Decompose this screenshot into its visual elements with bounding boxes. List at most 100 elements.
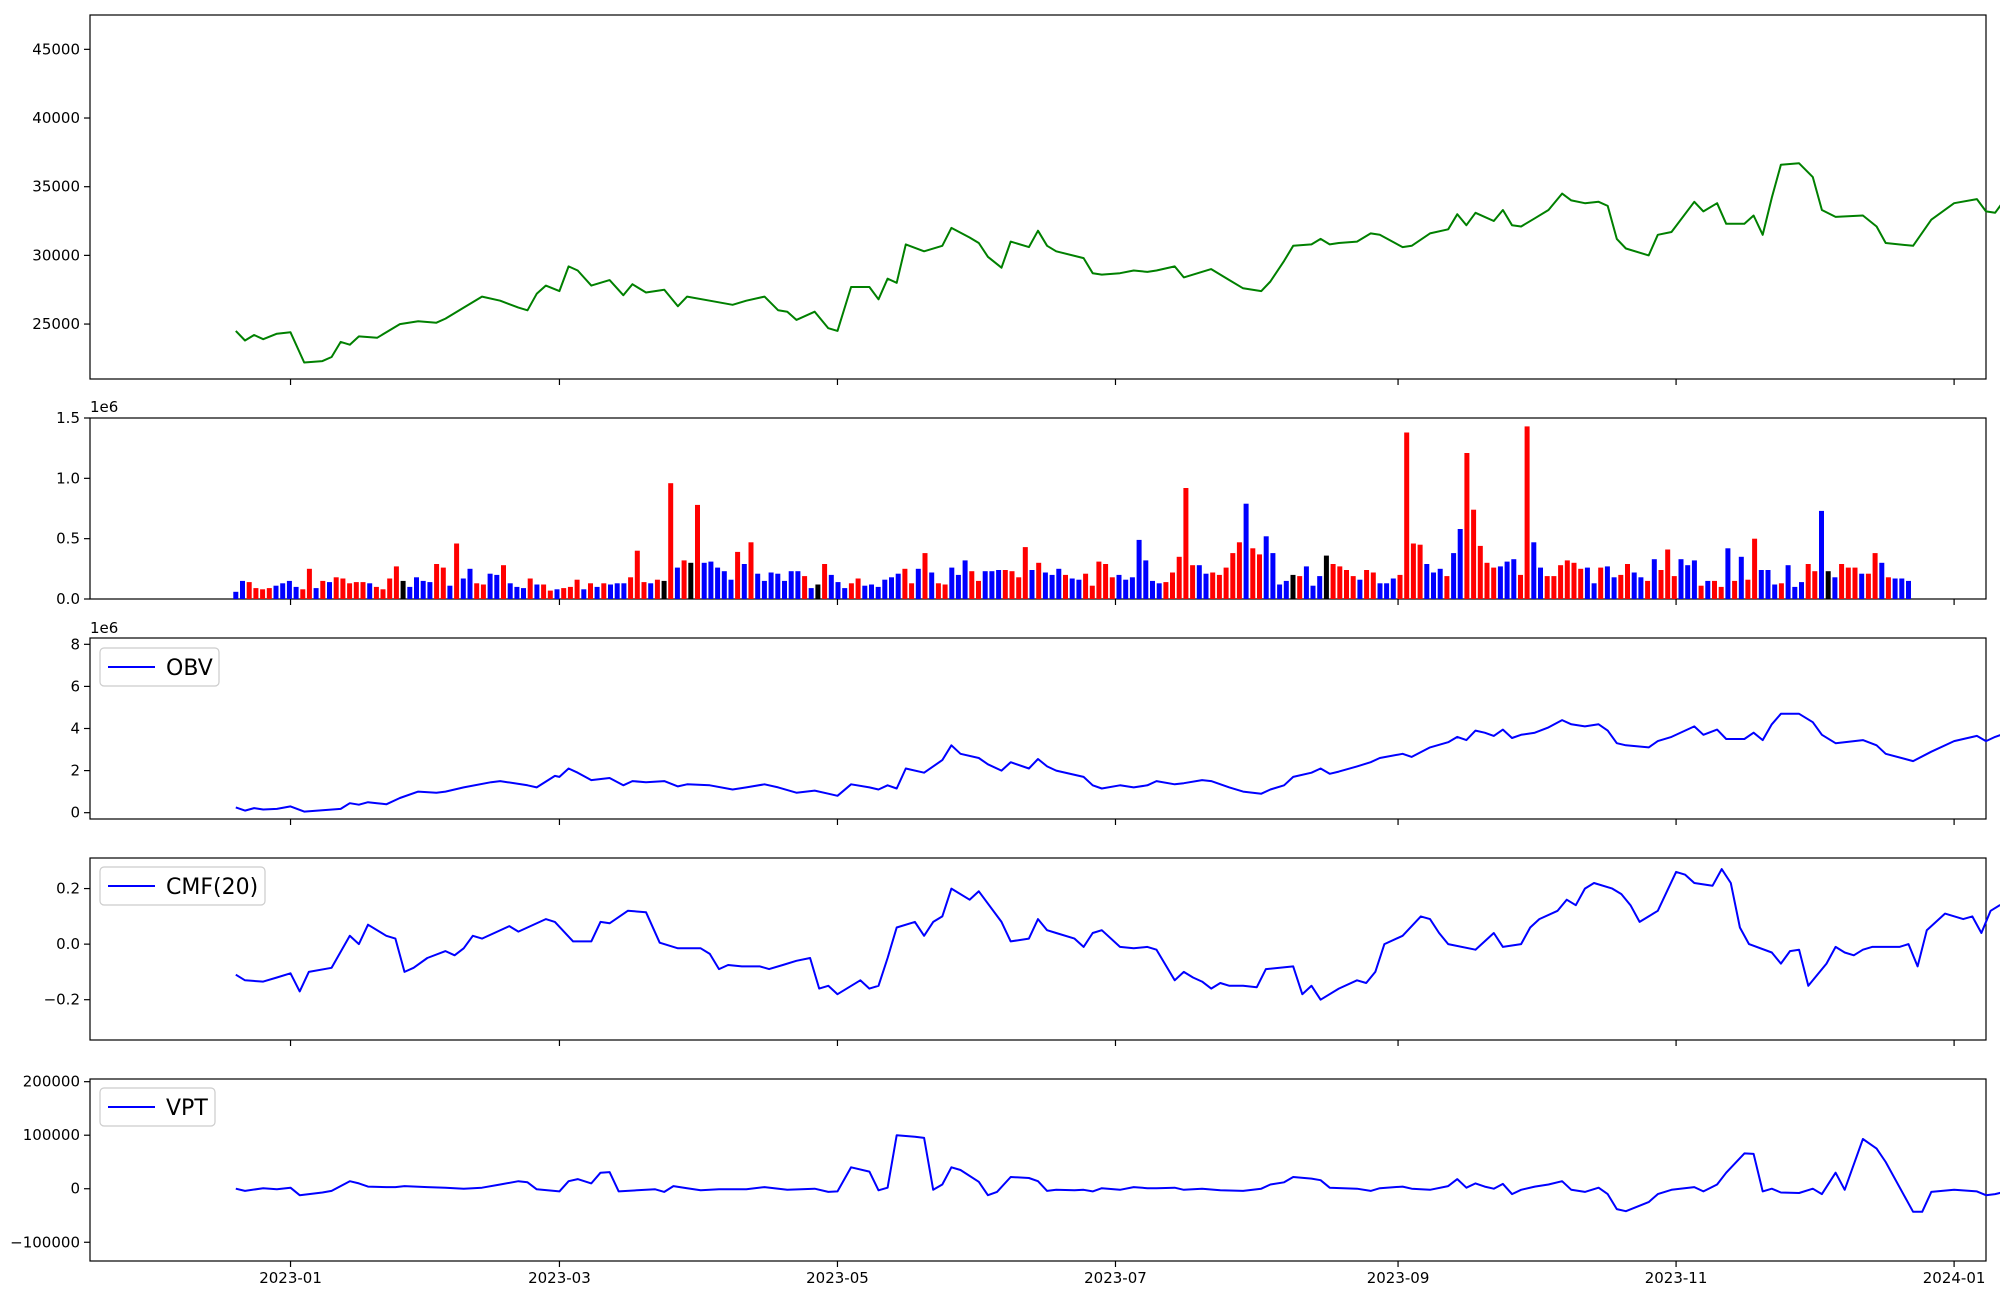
volume-bar <box>1618 574 1624 599</box>
volume-bar <box>1283 580 1289 599</box>
volume-bar <box>775 573 781 599</box>
volume-bar <box>855 578 861 599</box>
price-plot <box>235 162 2000 364</box>
obv-legend: OBV <box>99 647 220 687</box>
obv-y-tick-label: 2 <box>70 762 80 780</box>
volume-bar <box>996 570 1002 599</box>
cmf-legend-label: CMF(20) <box>166 875 258 900</box>
volume-bar <box>1270 553 1276 599</box>
volume-bar <box>1203 573 1209 599</box>
volume-bar <box>1056 568 1062 599</box>
volume-bar <box>1758 570 1764 599</box>
volume-bar <box>1156 583 1162 599</box>
volume-bar <box>1845 567 1851 599</box>
volume-bar <box>1424 564 1430 599</box>
volume-bar <box>1578 568 1584 599</box>
volume-bar <box>454 543 460 599</box>
x-tick-label: 2023-01 <box>259 1269 322 1287</box>
volume-bar <box>1872 553 1878 599</box>
volume-bar <box>1116 574 1122 599</box>
volume-offset-label: 1e6 <box>90 398 118 416</box>
cmf-plot <box>235 868 2000 1001</box>
volume-bar <box>340 578 346 599</box>
volume-bar <box>1906 580 1911 599</box>
volume-bar <box>480 584 486 599</box>
volume-bar <box>594 586 600 599</box>
volume-bar <box>668 483 674 599</box>
volume-bar <box>909 583 915 599</box>
volume-y-tick-label: 0.5 <box>56 530 80 548</box>
volume-bar <box>681 560 687 599</box>
volume-bar <box>1484 562 1490 599</box>
volume-bar <box>427 582 433 599</box>
volume-bar <box>1544 576 1550 599</box>
volume-bar <box>1036 562 1042 599</box>
volume-bar <box>1069 578 1075 599</box>
volume-bar <box>554 589 560 599</box>
vpt-y-ticks: −100000 0 100000 200000 <box>10 1073 90 1251</box>
volume-bar <box>795 571 801 599</box>
volume-bar <box>541 584 547 599</box>
volume-bar <box>280 583 286 599</box>
obv-offset-label: 1e6 <box>90 619 118 637</box>
volume-bar <box>1123 579 1129 599</box>
volume-bar <box>1002 570 1008 599</box>
volume-bar <box>1009 571 1015 599</box>
volume-bar <box>1103 564 1109 599</box>
volume-bar <box>1364 570 1370 599</box>
volume-bar <box>1685 565 1691 599</box>
volume-bar <box>1150 580 1155 599</box>
volume-bar <box>1183 488 1189 599</box>
price-y-tick-label: 35000 <box>32 178 80 196</box>
volume-bar <box>400 580 406 599</box>
volume-bar <box>1651 559 1657 599</box>
volume-bar <box>628 577 634 599</box>
volume-bar <box>434 564 440 599</box>
obv-panel: 0 2 4 6 8 1e6 OBV <box>70 619 2000 822</box>
volume-bar <box>521 588 526 599</box>
volume-bar <box>788 571 794 599</box>
x-tick-label: 2023-07 <box>1084 1269 1147 1287</box>
volume-bar <box>1303 566 1309 599</box>
volume-bar <box>1591 583 1597 599</box>
cmf-series-line <box>235 868 2000 1001</box>
volume-bar <box>1016 577 1022 599</box>
volume-bar <box>1745 579 1751 599</box>
volume-bar <box>1310 585 1316 599</box>
volume-bar <box>333 577 339 599</box>
volume-bar <box>494 574 500 599</box>
volume-bar <box>233 591 239 599</box>
price-y-tick-label: 30000 <box>32 246 80 264</box>
vpt-legend-box <box>99 1087 216 1127</box>
volume-bar <box>327 582 332 599</box>
volume-bar <box>1725 548 1731 599</box>
volume-bar <box>1216 574 1222 599</box>
volume-bar <box>822 564 828 599</box>
volume-bar <box>1417 544 1423 599</box>
volume-bar <box>1049 574 1055 599</box>
volume-bar <box>1337 566 1343 599</box>
vpt-panel-frame <box>89 1078 1987 1262</box>
volume-bar <box>755 573 761 599</box>
volume-bar <box>1330 564 1336 599</box>
volume-bar <box>1665 549 1671 599</box>
volume-bar <box>1243 503 1249 599</box>
volume-bar <box>929 572 935 599</box>
volume-bar <box>507 583 513 599</box>
cmf-legend: CMF(20) <box>99 866 266 906</box>
volume-bar <box>467 568 473 599</box>
volume-bar <box>1491 567 1497 599</box>
vpt-series-line <box>235 1134 2000 1213</box>
volume-y-tick-label: 1.5 <box>56 409 80 427</box>
volume-bar <box>1671 576 1677 599</box>
volume-bar <box>835 582 841 599</box>
volume-bar <box>741 564 747 599</box>
volume-bar <box>1163 582 1169 599</box>
obv-y-tick-label: 0 <box>70 804 80 822</box>
volume-bar <box>1611 577 1617 599</box>
cmf-y-tick-label: 0.0 <box>56 935 80 953</box>
volume-bar <box>1129 577 1135 599</box>
volume-bar <box>674 567 680 599</box>
obv-panel-frame <box>89 637 1987 820</box>
volume-bar <box>1029 570 1035 599</box>
